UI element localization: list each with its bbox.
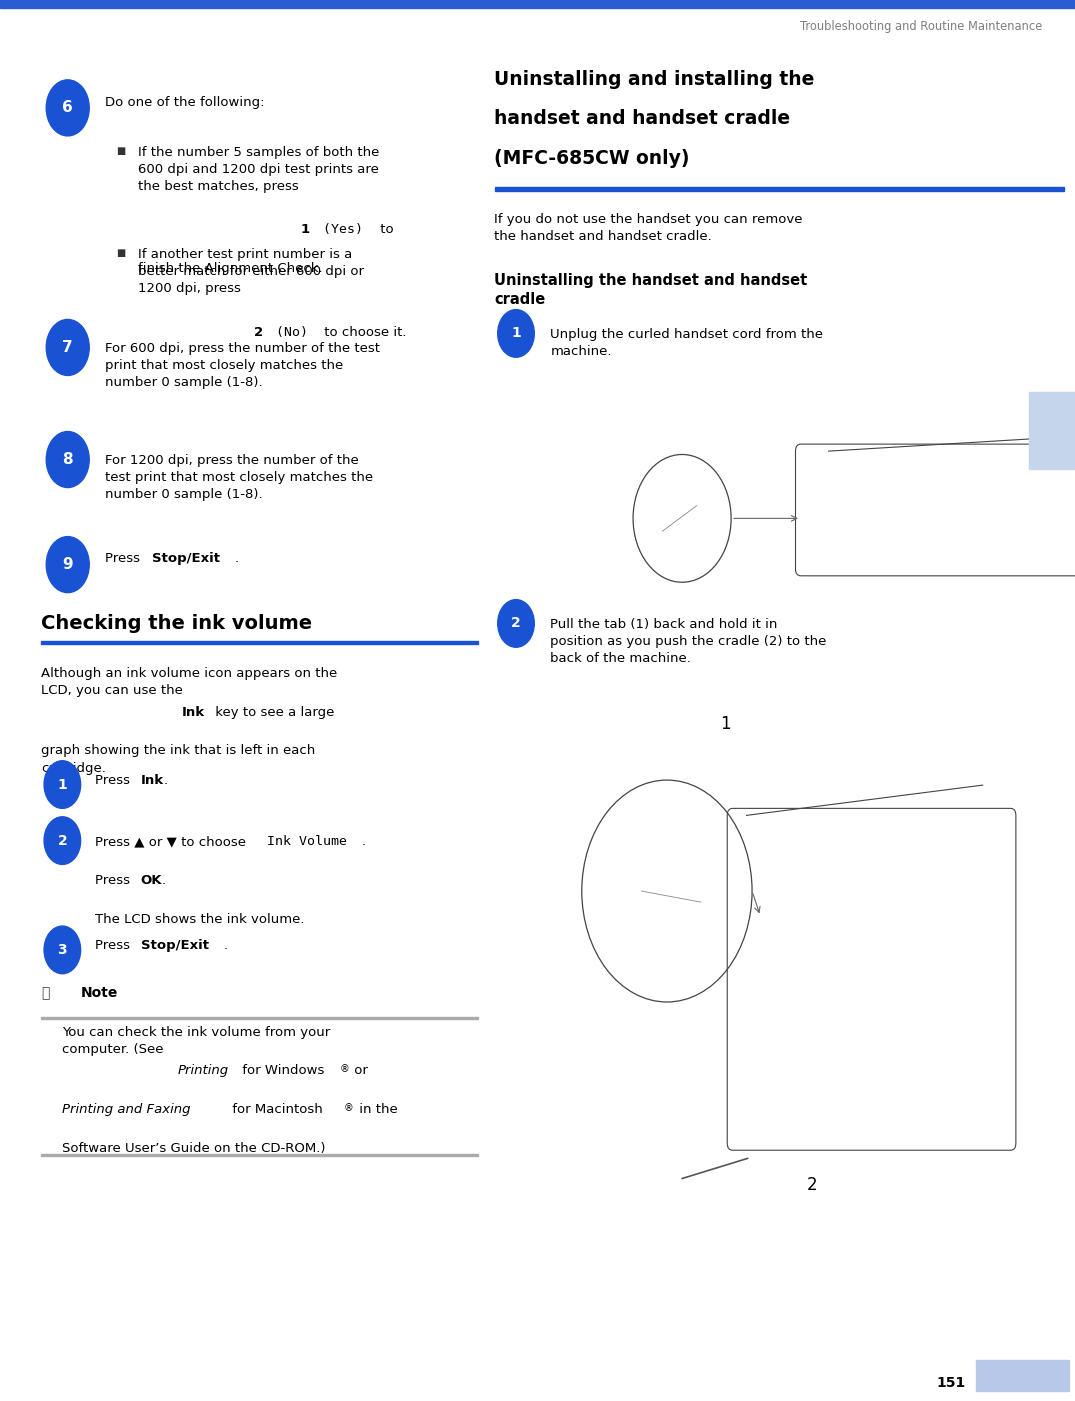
Text: for Macintosh: for Macintosh	[228, 1103, 322, 1117]
Text: ■: ■	[116, 248, 126, 258]
Text: Although an ink volume icon appears on the
LCD, you can use the: Although an ink volume icon appears on t…	[41, 667, 338, 698]
Text: .: .	[163, 773, 168, 787]
Text: 2: 2	[254, 325, 262, 339]
Text: ■: ■	[116, 146, 126, 156]
Text: 1: 1	[720, 715, 731, 733]
Text: Ink Volume: Ink Volume	[267, 835, 346, 848]
Text: key to see a large: key to see a large	[211, 706, 334, 719]
Text: (MFC-685CW only): (MFC-685CW only)	[494, 149, 690, 168]
Text: (No): (No)	[268, 325, 307, 339]
Text: Software User’s Guide on the CD-ROM.): Software User’s Guide on the CD-ROM.)	[62, 1142, 326, 1154]
Circle shape	[498, 600, 534, 647]
Text: 2: 2	[57, 834, 68, 848]
Text: Uninstalling and installing the: Uninstalling and installing the	[494, 70, 815, 90]
Bar	[976, 1360, 1069, 1391]
Text: 8: 8	[62, 453, 73, 467]
Text: .: .	[361, 835, 366, 848]
Bar	[0, 0, 1075, 8]
Text: You can check the ink volume from your
computer. (See: You can check the ink volume from your c…	[62, 1026, 331, 1056]
Text: OK: OK	[141, 874, 162, 887]
Text: Troubleshooting and Routine Maintenance: Troubleshooting and Routine Maintenance	[801, 20, 1043, 34]
Text: 1: 1	[301, 223, 310, 237]
Text: to choose it.: to choose it.	[320, 325, 406, 339]
Text: Stop/Exit: Stop/Exit	[141, 939, 209, 953]
Text: finish the Alignment Check.: finish the Alignment Check.	[138, 262, 322, 275]
Circle shape	[46, 80, 89, 136]
Circle shape	[44, 817, 81, 864]
Text: for Windows: for Windows	[238, 1065, 324, 1077]
Circle shape	[46, 319, 89, 375]
Text: in the: in the	[355, 1103, 398, 1117]
Text: 1: 1	[57, 778, 68, 792]
Text: B: B	[1045, 422, 1059, 440]
Text: 151: 151	[936, 1376, 965, 1390]
Text: 1: 1	[511, 326, 521, 340]
Text: Ink: Ink	[182, 706, 205, 719]
Text: .: .	[224, 939, 228, 953]
Circle shape	[44, 926, 81, 974]
Circle shape	[46, 432, 89, 488]
Text: Uninstalling the handset and handset
cradle: Uninstalling the handset and handset cra…	[494, 273, 807, 307]
Bar	[41, 642, 478, 644]
Text: .: .	[161, 874, 166, 887]
Text: For 600 dpi, press the number of the test
print that most closely matches the
nu: For 600 dpi, press the number of the tes…	[105, 342, 381, 389]
Text: Stop/Exit: Stop/Exit	[152, 552, 219, 566]
Circle shape	[44, 761, 81, 808]
Circle shape	[498, 310, 534, 357]
Text: Checking the ink volume: Checking the ink volume	[41, 614, 312, 633]
Text: Do one of the following:: Do one of the following:	[105, 95, 264, 109]
Bar	[494, 188, 1064, 191]
Text: Ink: Ink	[141, 773, 164, 787]
Text: 2: 2	[511, 616, 521, 630]
Text: (Yes): (Yes)	[315, 223, 363, 237]
Text: 📝: 📝	[41, 986, 49, 1000]
Bar	[41, 1017, 478, 1019]
Text: 7: 7	[62, 340, 73, 354]
Text: ®: ®	[340, 1065, 349, 1075]
Text: or: or	[350, 1065, 369, 1077]
Text: The LCD shows the ink volume.: The LCD shows the ink volume.	[95, 912, 304, 926]
Text: Press ▲ or ▼ to choose: Press ▲ or ▼ to choose	[95, 835, 249, 848]
Text: If you do not use the handset you can remove
the handset and handset cradle.: If you do not use the handset you can re…	[494, 213, 803, 244]
Bar	[1029, 392, 1075, 469]
Text: Press: Press	[95, 874, 134, 887]
Text: If another test print number is a
better match for either 600 dpi or
1200 dpi, p: If another test print number is a better…	[138, 248, 363, 296]
Text: Note: Note	[81, 986, 118, 1000]
Text: ®: ®	[344, 1103, 354, 1114]
Text: graph showing the ink that is left in each
cartridge.: graph showing the ink that is left in ea…	[41, 744, 315, 775]
Text: 9: 9	[62, 558, 73, 572]
Circle shape	[46, 537, 89, 593]
Text: 3: 3	[58, 943, 67, 957]
Text: Press: Press	[105, 552, 145, 566]
Text: Printing: Printing	[177, 1065, 229, 1077]
Text: If the number 5 samples of both the
600 dpi and 1200 dpi test prints are
the bes: If the number 5 samples of both the 600 …	[138, 146, 379, 193]
Text: handset and handset cradle: handset and handset cradle	[494, 109, 790, 129]
Text: For 1200 dpi, press the number of the
test print that most closely matches the
n: For 1200 dpi, press the number of the te…	[105, 454, 373, 502]
Text: Press: Press	[95, 939, 134, 953]
Text: Press: Press	[95, 773, 134, 787]
Text: Unplug the curled handset cord from the
machine.: Unplug the curled handset cord from the …	[550, 328, 823, 359]
Text: 6: 6	[62, 101, 73, 115]
Text: to: to	[376, 223, 393, 237]
Text: 2: 2	[806, 1175, 817, 1194]
Bar	[41, 1154, 478, 1156]
Text: Printing and Faxing: Printing and Faxing	[62, 1103, 191, 1117]
Text: .: .	[234, 552, 239, 566]
Text: Pull the tab (1) back and hold it in
position as you push the cradle (2) to the
: Pull the tab (1) back and hold it in pos…	[550, 618, 827, 665]
